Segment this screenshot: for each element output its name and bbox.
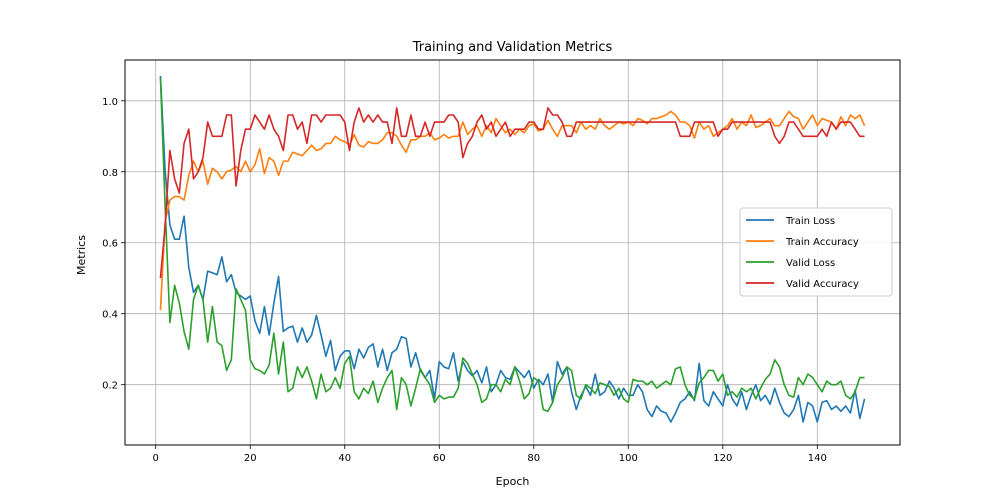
chart-title: Training and Validation Metrics bbox=[412, 40, 613, 55]
y-tick-label: 0.6 bbox=[102, 239, 118, 250]
y-tick-label: 0.8 bbox=[102, 168, 118, 179]
tick-layer: 0 20 40 60 80 100 120 140 0.2 0.4 0.6 0.8 1.0 bbox=[102, 97, 827, 464]
legend-label-valid-loss: Valid Loss bbox=[786, 258, 835, 269]
y-tick-label: 0.2 bbox=[102, 381, 118, 392]
y-tick-label: 1.0 bbox=[102, 97, 118, 108]
y-tick-label: 0.4 bbox=[102, 310, 118, 321]
series-line-valid-loss bbox=[159, 77, 865, 413]
x-tick-label: 20 bbox=[244, 453, 257, 464]
legend-label-train-loss: Train Loss bbox=[785, 216, 835, 227]
x-tick-label: 80 bbox=[527, 453, 540, 464]
legend-box bbox=[739, 207, 893, 297]
x-tick-label: 140 bbox=[808, 453, 827, 464]
y-axis-label: Metrics bbox=[75, 235, 88, 275]
x-tick-label: 100 bbox=[619, 453, 638, 464]
series-line-valid-accuracy bbox=[159, 107, 865, 279]
plot-frame bbox=[124, 59, 901, 446]
x-tick-label: 0 bbox=[153, 453, 159, 464]
legend: Train Loss Train Accuracy Valid Loss Valid … bbox=[739, 207, 893, 297]
x-tick-label: 120 bbox=[713, 453, 732, 464]
x-tick-label: 40 bbox=[338, 453, 351, 464]
legend-label-train-accuracy: Train Accuracy bbox=[785, 237, 859, 248]
series-layer bbox=[159, 75, 866, 423]
x-axis-label: Epoch bbox=[496, 475, 530, 488]
legend-label-valid-accuracy: Valid Accuracy bbox=[786, 279, 859, 290]
x-tick-label: 60 bbox=[433, 453, 446, 464]
